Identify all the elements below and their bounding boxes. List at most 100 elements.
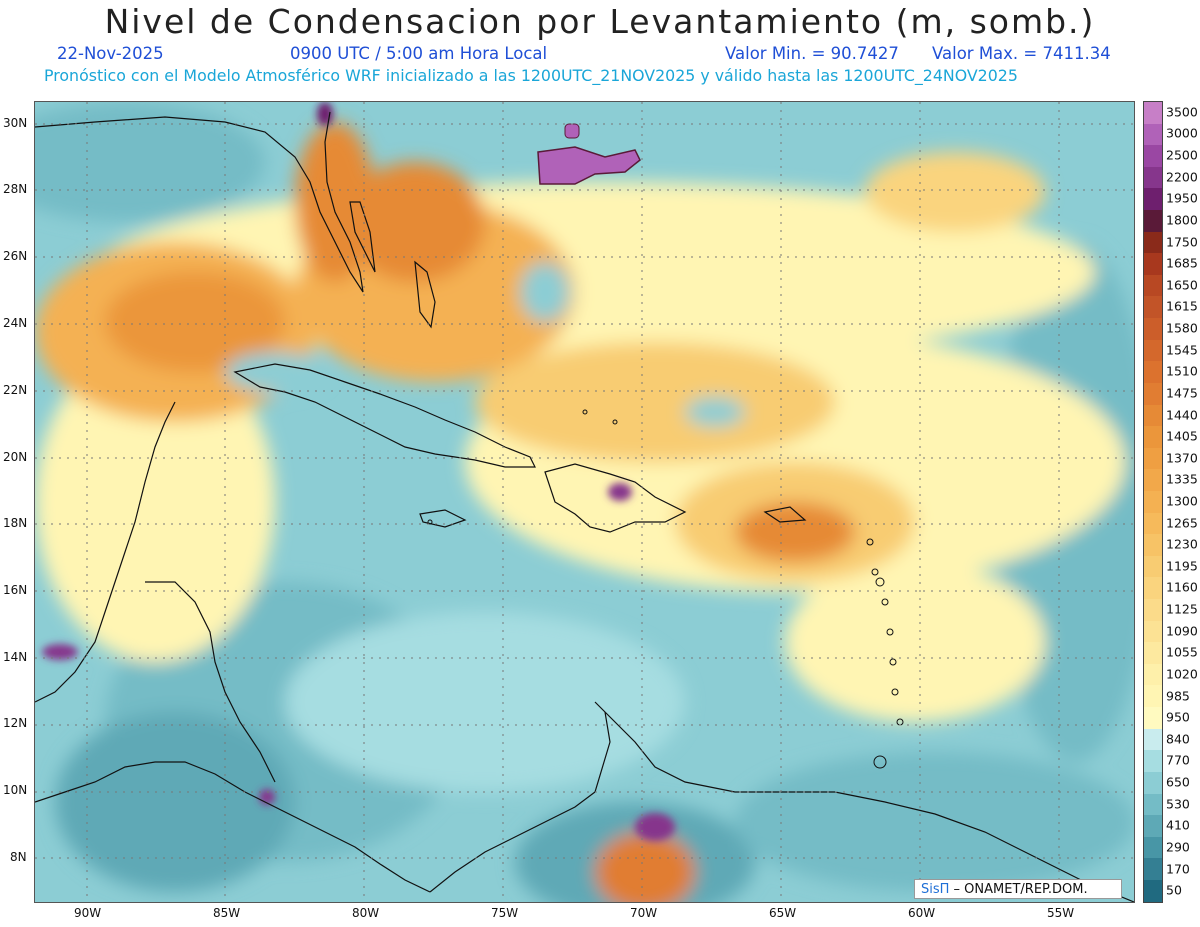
legend-label: 2200 xyxy=(1166,169,1198,185)
legend-swatch xyxy=(1144,728,1162,751)
time-label: 0900 UTC / 5:00 am Hora Local xyxy=(290,44,548,63)
lon-label: 65W xyxy=(769,906,797,920)
legend-swatch xyxy=(1144,490,1162,513)
legend-swatch xyxy=(1144,361,1162,383)
legend-swatch xyxy=(1144,858,1162,880)
legend-label: 1370 xyxy=(1166,450,1198,466)
legend-swatch xyxy=(1144,815,1162,837)
lat-label: 18N xyxy=(3,516,28,530)
lon-label: 85W xyxy=(213,906,241,920)
high-lcl-spot xyxy=(564,123,580,139)
lon-label: 75W xyxy=(491,906,519,920)
lat-label: 12N xyxy=(3,716,28,730)
legend-swatch xyxy=(1144,555,1162,578)
legend-label: 410 xyxy=(1166,817,1190,833)
max-value-label: Valor Max. = 7411.34 xyxy=(932,44,1111,63)
legend-label: 1405 xyxy=(1166,428,1198,444)
legend-swatch xyxy=(1144,447,1162,470)
lat-label: 16N xyxy=(3,583,28,597)
legend-label: 1055 xyxy=(1166,644,1198,660)
lon-label: 60W xyxy=(908,906,936,920)
legend-label: 1615 xyxy=(1166,298,1198,314)
legend-swatch xyxy=(1144,274,1162,297)
legend-swatch xyxy=(1144,296,1162,319)
lon-label: 90W xyxy=(74,906,102,920)
color-legend xyxy=(1143,101,1163,903)
legend-label: 1195 xyxy=(1166,558,1198,574)
map-canvas xyxy=(35,102,1134,902)
legend-swatch xyxy=(1144,534,1162,556)
legend-swatch xyxy=(1144,253,1162,275)
legend-label: 1230 xyxy=(1166,536,1198,552)
legend-swatch xyxy=(1144,599,1162,621)
legend-label: 1510 xyxy=(1166,363,1198,379)
legend-label: 1265 xyxy=(1166,515,1198,531)
legend-label: 2500 xyxy=(1166,147,1198,163)
legend-label: 1090 xyxy=(1166,623,1198,639)
min-value-label: Valor Min. = 90.7427 xyxy=(725,44,899,63)
sispi-logo: SisΠ xyxy=(921,882,950,897)
legend-label: 530 xyxy=(1166,796,1190,812)
legend-label: 3000 xyxy=(1166,125,1198,141)
legend-label: 1020 xyxy=(1166,666,1198,682)
legend-label: 1950 xyxy=(1166,190,1198,206)
legend-swatch xyxy=(1144,577,1162,600)
legend-swatch xyxy=(1144,750,1162,772)
map-title: Nivel de Condensacion por Levantamiento … xyxy=(104,2,1096,41)
legend-label: 985 xyxy=(1166,688,1190,704)
legend-label: 170 xyxy=(1166,861,1190,877)
legend-swatch xyxy=(1144,231,1162,254)
islands xyxy=(427,409,904,769)
lat-label: 14N xyxy=(3,650,28,664)
lat-label: 8N xyxy=(10,850,27,864)
legend-swatch xyxy=(1144,836,1162,859)
lon-label: 80W xyxy=(352,906,380,920)
forecast-description: Pronóstico con el Modelo Atmosférico WRF… xyxy=(44,66,1018,85)
lat-label: 20N xyxy=(3,450,28,464)
legend-swatch xyxy=(1144,685,1162,708)
legend-swatch xyxy=(1144,166,1162,189)
legend-label: 950 xyxy=(1166,709,1190,725)
legend-swatch xyxy=(1144,188,1162,211)
legend-swatch xyxy=(1144,426,1162,448)
credit-text: – ONAMET/REP.DOM. xyxy=(949,882,1088,897)
legend-label: 1800 xyxy=(1166,212,1198,228)
lon-label: 55W xyxy=(1047,906,1075,920)
legend-swatch xyxy=(1144,642,1162,664)
legend-label: 50 xyxy=(1166,882,1182,898)
legend-label: 1750 xyxy=(1166,234,1198,250)
legend-label: 1545 xyxy=(1166,342,1198,358)
legend-swatch xyxy=(1144,771,1162,794)
lat-label: 30N xyxy=(3,116,28,130)
legend-label: 650 xyxy=(1166,774,1190,790)
lat-label: 24N xyxy=(3,316,28,330)
lcl-peaks xyxy=(42,102,675,841)
legend-swatch xyxy=(1144,339,1162,362)
legend-label: 1300 xyxy=(1166,493,1198,509)
legend-swatch xyxy=(1144,318,1162,340)
legend-label: 770 xyxy=(1166,752,1190,768)
legend-label: 3500 xyxy=(1166,104,1198,120)
legend-swatch xyxy=(1144,620,1162,643)
legend-label: 1125 xyxy=(1166,601,1198,617)
legend-label: 1160 xyxy=(1166,579,1198,595)
lat-label: 28N xyxy=(3,182,28,196)
lon-label: 70W xyxy=(630,906,658,920)
credit-box: SisΠ – ONAMET/REP.DOM. xyxy=(914,879,1122,899)
legend-label: 1335 xyxy=(1166,471,1198,487)
legend-label: 1440 xyxy=(1166,407,1198,422)
legend-swatch xyxy=(1144,793,1162,816)
legend-swatch xyxy=(1144,512,1162,535)
legend-swatch xyxy=(1144,707,1162,729)
legend-label: 1685 xyxy=(1166,255,1198,271)
legend-swatch xyxy=(1144,102,1162,124)
legend-swatch xyxy=(1144,123,1162,146)
lat-label: 10N xyxy=(3,783,28,797)
legend-swatch xyxy=(1144,879,1162,902)
graticule xyxy=(35,102,1134,902)
legend-swatch xyxy=(1144,382,1162,405)
legend-swatch xyxy=(1144,404,1162,427)
lcl-map xyxy=(34,101,1135,903)
legend-label: 1475 xyxy=(1166,385,1198,401)
legend-swatch xyxy=(1144,145,1162,167)
